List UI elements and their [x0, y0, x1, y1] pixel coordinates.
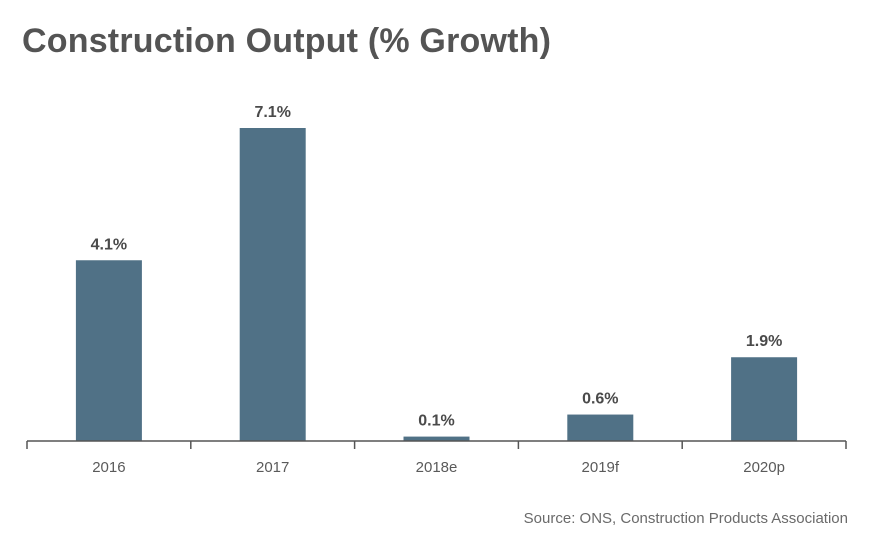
x-tick-label-2020p: 2020p	[743, 459, 785, 476]
x-tick-label-2016: 2016	[92, 459, 125, 476]
x-axis-ticks	[26, 441, 847, 449]
bar-chart: 4.1%7.1%0.1%0.6%1.9% 2016 2017 2018e 2019f 2…	[26, 104, 847, 476]
value-label-2019f: 0.6%	[582, 391, 618, 408]
source-note: Source: ONS, Construction Products Assoc…	[523, 510, 848, 527]
bar-2019f	[567, 414, 634, 441]
bar-2016	[75, 260, 142, 441]
chart-title: Construction Output (% Growth)	[22, 22, 552, 60]
bar-2018e	[403, 436, 470, 441]
value-label-2016: 4.1%	[91, 236, 127, 253]
x-tick-label-2018e: 2018e	[416, 459, 458, 476]
x-tick-label-2017: 2017	[256, 459, 289, 476]
bar-2020p	[731, 357, 798, 441]
x-tick-label-2019f: 2019f	[582, 459, 620, 476]
x-axis-tick-labels: 2016 2017 2018e 2019f 2020p	[92, 459, 785, 476]
value-label-2020p: 1.9%	[746, 333, 782, 350]
bar-2017	[239, 128, 306, 441]
value-label-2018e: 0.1%	[418, 413, 454, 430]
value-label-2017: 7.1%	[254, 104, 290, 121]
bars-layer	[75, 128, 798, 441]
value-labels-layer: 4.1% 7.1% 0.1% 0.6% 1.9%	[91, 104, 783, 430]
